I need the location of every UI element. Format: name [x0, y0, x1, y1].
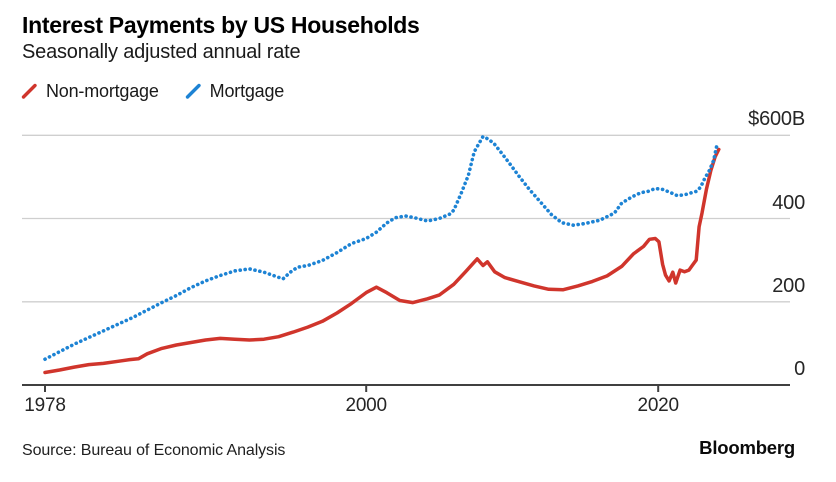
chart-title: Interest Payments by US Households [22, 12, 420, 38]
series-line-mortgage [43, 134, 720, 361]
legend-label-non-mortgage: Non-mortgage [46, 81, 159, 101]
legend-swatch-line-1 [185, 83, 201, 99]
x-tick-label-2020: 2020 [637, 395, 679, 416]
y-tick-label-200: 200 [772, 274, 805, 297]
y-tick-label-600: $600B [748, 108, 805, 131]
x-tick-label-2000: 2000 [345, 395, 387, 416]
chart-subtitle: Seasonally adjusted annual rate [22, 41, 301, 63]
legend-swatch-line-0 [21, 83, 37, 99]
series-line-non-mortgage [43, 147, 721, 375]
chart-legend: Non-mortgage Mortgage [21, 81, 284, 102]
y-tick-label-0: 0 [794, 358, 805, 380]
non-mortgage-slash-icon [21, 83, 37, 99]
legend-item-non-mortgage: Non-mortgage [21, 81, 159, 102]
mortgage-slash-icon [185, 83, 201, 99]
legend-item-mortgage: Mortgage [185, 81, 284, 102]
y-tick-label-400: 400 [772, 191, 805, 214]
legend-label-mortgage: Mortgage [209, 81, 285, 101]
x-tick-label-1978: 1978 [24, 395, 66, 416]
source-note: Source: Bureau of Economic Analysis [22, 442, 286, 459]
bloomberg-logo: Bloomberg [699, 437, 795, 458]
